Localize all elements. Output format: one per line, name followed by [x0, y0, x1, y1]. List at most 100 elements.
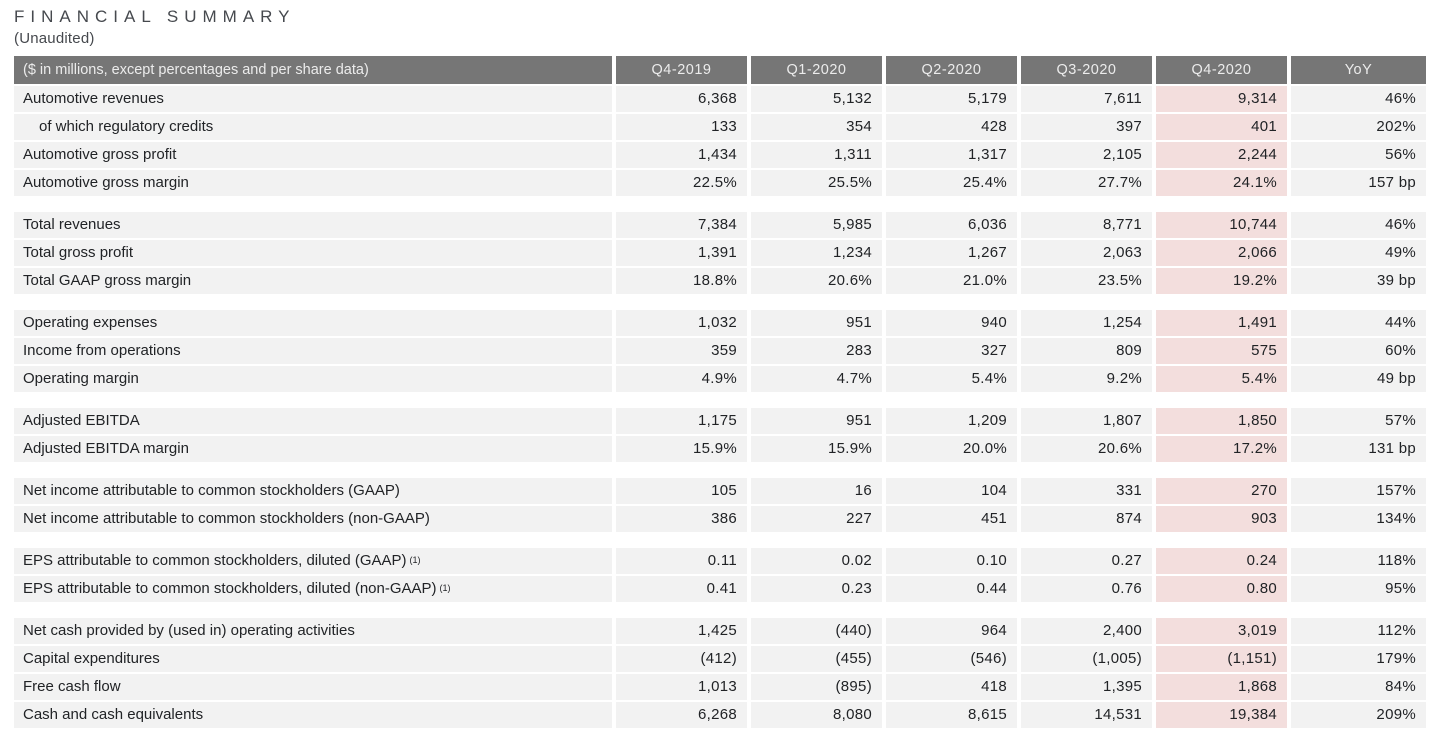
cell-value: 118% [1291, 547, 1426, 574]
cell-value: 104 [886, 477, 1017, 504]
table-row: Cash and cash equivalents 6,268 8,080 8,615… [14, 701, 1428, 728]
cell-value: 5,179 [886, 85, 1017, 112]
cell-value: 964 [886, 617, 1017, 644]
cell-value: 8,615 [886, 701, 1017, 728]
cell-value: 0.27 [1021, 547, 1152, 574]
cell-value: 6,268 [616, 701, 747, 728]
cell-value: 20.6% [1021, 435, 1152, 462]
cell-value: 15.9% [616, 435, 747, 462]
table-header-caption: ($ in millions, except percentages and p… [14, 55, 612, 84]
cell-value: 809 [1021, 337, 1152, 364]
table-row: Operating margin 4.9% 4.7% 5.4% 9.2% 5.4% 49 b… [14, 365, 1428, 392]
table-row: Total revenues 7,384 5,985 6,036 8,771 10,744… [14, 211, 1428, 238]
cell-value: 359 [616, 337, 747, 364]
cell-value: 1,254 [1021, 309, 1152, 336]
column-header-q1-2020: Q1-2020 [751, 55, 882, 84]
cell-value: 5,985 [751, 211, 882, 238]
cell-value: (1,151) [1156, 645, 1287, 672]
cell-value: 1,434 [616, 141, 747, 168]
row-label: Automotive gross margin [14, 169, 612, 196]
cell-value: 1,850 [1156, 407, 1287, 434]
cell-value: 19.2% [1156, 267, 1287, 294]
cell-value: 22.5% [616, 169, 747, 196]
cell-value: 1,807 [1021, 407, 1152, 434]
cell-value: 19,384 [1156, 701, 1287, 728]
row-label: of which regulatory credits [14, 113, 612, 140]
cell-value: 25.4% [886, 169, 1017, 196]
cell-value: 354 [751, 113, 882, 140]
cell-value: 20.0% [886, 435, 1017, 462]
cell-value: 1,209 [886, 407, 1017, 434]
cell-value: 179% [1291, 645, 1426, 672]
cell-value: (895) [751, 673, 882, 700]
cell-value: 21.0% [886, 267, 1017, 294]
cell-value: 0.44 [886, 575, 1017, 602]
cell-value: 134% [1291, 505, 1426, 532]
row-label: Automotive gross profit [14, 141, 612, 168]
table-row: Total gross profit 1,391 1,234 1,267 2,063 2,… [14, 239, 1428, 266]
row-label: Total revenues [14, 211, 612, 238]
table-row: of which regulatory credits 133 354 428 397 4… [14, 113, 1428, 140]
cell-value: 1,391 [616, 239, 747, 266]
cell-value: 4.9% [616, 365, 747, 392]
column-header-q4-2019: Q4-2019 [616, 55, 747, 84]
cell-value: (1,005) [1021, 645, 1152, 672]
cell-value: 8,771 [1021, 211, 1152, 238]
cell-value: 1,311 [751, 141, 882, 168]
table-row: Capital expenditures (412) (455) (546) (1,00… [14, 645, 1428, 672]
table-row: Automotive gross profit 1,434 1,311 1,317 2,… [14, 141, 1428, 168]
cell-value: 3,019 [1156, 617, 1287, 644]
cell-value: 46% [1291, 85, 1426, 112]
cell-value: 283 [751, 337, 882, 364]
group-spacer [14, 464, 1428, 478]
row-label: Total gross profit [14, 239, 612, 266]
cell-value: 0.10 [886, 547, 1017, 574]
cell-value: 4.7% [751, 365, 882, 392]
cell-value: 15.9% [751, 435, 882, 462]
cell-value: 157 bp [1291, 169, 1426, 196]
cell-value: 44% [1291, 309, 1426, 336]
cell-value: 0.23 [751, 575, 882, 602]
row-label: Net income attributable to common stockh… [14, 505, 612, 532]
cell-value: 1,868 [1156, 673, 1287, 700]
cell-value: 2,400 [1021, 617, 1152, 644]
cell-value: 20.6% [751, 267, 882, 294]
group-spacer [14, 198, 1428, 212]
cell-value: 49% [1291, 239, 1426, 266]
table-row: Automotive gross margin 22.5% 25.5% 25.4% 27… [14, 169, 1428, 196]
cell-value: 940 [886, 309, 1017, 336]
column-header-q3-2020: Q3-2020 [1021, 55, 1152, 84]
cell-value: 9,314 [1156, 85, 1287, 112]
group-spacer [14, 296, 1428, 310]
table-row: Total GAAP gross margin 18.8% 20.6% 21.0% 23… [14, 267, 1428, 294]
cell-value: 157% [1291, 477, 1426, 504]
table-header-row: ($ in millions, except percentages and p… [14, 55, 1428, 84]
table-row: Automotive revenues 6,368 5,132 5,179 7,611 9… [14, 85, 1428, 112]
cell-value: 133 [616, 113, 747, 140]
cell-value: 951 [751, 309, 882, 336]
cell-value: 386 [616, 505, 747, 532]
table-row: Net income attributable to common stockh… [14, 505, 1428, 532]
financial-summary-page: FINANCIAL SUMMARY (Unaudited) ($ in mill… [14, 7, 1428, 728]
cell-value: 5,132 [751, 85, 882, 112]
cell-value: 10,744 [1156, 211, 1287, 238]
cell-value: (412) [616, 645, 747, 672]
cell-value: 2,066 [1156, 239, 1287, 266]
row-label: Capital expenditures [14, 645, 612, 672]
group-spacer [14, 534, 1428, 548]
cell-value: 5.4% [1156, 365, 1287, 392]
cell-value: 49 bp [1291, 365, 1426, 392]
cell-value: 131 bp [1291, 435, 1426, 462]
cell-value: 327 [886, 337, 1017, 364]
cell-value: 6,036 [886, 211, 1017, 238]
cell-value: 1,267 [886, 239, 1017, 266]
cell-value: 1,317 [886, 141, 1017, 168]
row-label: Income from operations [14, 337, 612, 364]
row-label: Operating expenses [14, 309, 612, 336]
row-label: Adjusted EBITDA margin [14, 435, 612, 462]
cell-value: 57% [1291, 407, 1426, 434]
row-label: Net cash provided by (used in) operating… [14, 617, 612, 644]
column-header-yoy: YoY [1291, 55, 1426, 84]
cell-value: 903 [1156, 505, 1287, 532]
cell-value: 451 [886, 505, 1017, 532]
